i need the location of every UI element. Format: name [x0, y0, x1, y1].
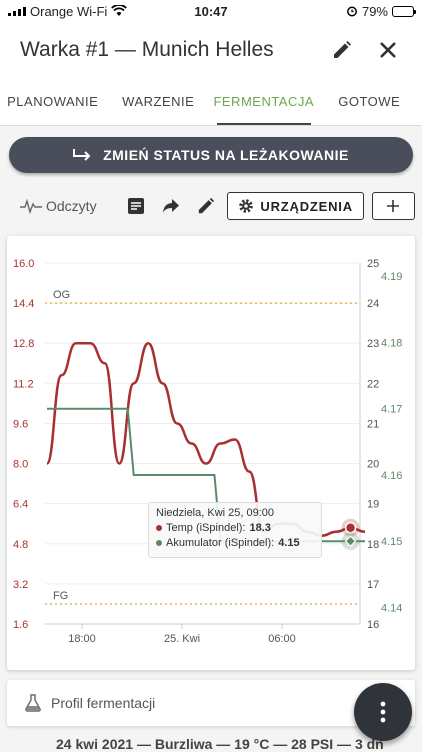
signal-icon — [8, 6, 26, 16]
y-right-battery-tick-label: 4.19 — [381, 271, 402, 283]
pulse-icon — [20, 198, 42, 214]
x-tick-label: 06:00 — [268, 633, 296, 645]
readings-button[interactable]: Odczyty — [20, 198, 97, 214]
fermentation-chart: 16.0 14.4 12.8 11.2 9.6 8.0 6.4 4.8 3.2 1.6 25 24 23… — [7, 236, 415, 670]
share-button[interactable] — [160, 194, 183, 218]
y-right-battery-tick-label: 4.17 — [381, 404, 402, 416]
flask-icon — [25, 694, 41, 712]
tooltip-battery-row: Akumulator (iSpindel): 4.15 — [156, 537, 314, 549]
y-right-temp-tick-label: 22 — [367, 378, 379, 390]
battery-icon — [392, 6, 414, 17]
readings-label: Odczyty — [46, 198, 97, 214]
status-right: 79% — [346, 4, 414, 19]
tooltip-battery-label: Akumulator (iSpindel): — [166, 537, 274, 549]
y-right-temp-tick-label: 21 — [367, 418, 379, 430]
devices-button[interactable]: URZĄDZENIA — [227, 192, 364, 220]
x-tick-label: 18:00 — [68, 633, 96, 645]
tooltip-temp-row: Temp (iSpindel): 18.3 — [156, 522, 314, 534]
y-right-temp-tick-label: 19 — [367, 499, 379, 511]
more-actions-button[interactable] — [354, 683, 412, 741]
notes-button[interactable] — [125, 194, 148, 218]
wifi-icon — [111, 5, 127, 17]
change-status-button[interactable]: ZMIEŃ STATUS NA LEŻAKOWANIE — [9, 137, 413, 173]
y-left-tick-label: 1.6 — [13, 619, 28, 631]
document-icon — [127, 197, 145, 215]
y-right-temp-tick-label: 24 — [367, 298, 379, 310]
y-left-tick-label: 16.0 — [13, 258, 34, 270]
tooltip-temp-value: 18.3 — [249, 522, 270, 534]
plot-line-label: FG — [53, 590, 68, 602]
y-right-battery-tick-label: 4.15 — [381, 536, 402, 548]
y-right-temp-tick-label: 17 — [367, 579, 379, 591]
close-button[interactable] — [374, 36, 402, 64]
temp-hover-point — [346, 523, 356, 533]
battery-legend-dot — [156, 540, 162, 546]
gear-icon — [238, 198, 254, 214]
y-right-temp-tick-label: 20 — [367, 459, 379, 471]
devices-label: URZĄDZENIA — [260, 199, 353, 214]
chart-toolbar: Odczyty URZĄDZENIA — [20, 186, 415, 226]
y-right-battery-tick-label: 4.16 — [381, 470, 402, 482]
tab-bar: PLANOWANIE WARZENIE FERMENTACJA GOTOWE — [0, 78, 422, 126]
status-left: Orange Wi-Fi — [8, 4, 127, 19]
plus-icon — [386, 199, 400, 213]
close-icon — [379, 41, 397, 59]
edit-readings-button[interactable] — [194, 194, 217, 218]
y-right-temp-tick-label: 16 — [367, 619, 379, 631]
y-left-tick-label: 8.0 — [13, 459, 28, 471]
y-right-temp-tick-label: 18 — [367, 539, 379, 551]
carrier-label: Orange Wi-Fi — [30, 4, 107, 19]
y-left-tick-label: 4.8 — [13, 539, 28, 551]
status-bar: Orange Wi-Fi 10:47 79% — [0, 0, 422, 22]
tab-gotowe[interactable]: GOTOWE — [317, 78, 422, 125]
app-header: Warka #1 — Munich Helles — [0, 22, 422, 78]
y-right-temp-tick-label: 25 — [367, 258, 379, 270]
y-right-battery-tick-label: 4.18 — [381, 337, 402, 349]
more-vertical-icon — [380, 701, 386, 723]
y-left-tick-label: 6.4 — [13, 499, 28, 511]
chart-canvas[interactable]: 16.0 14.4 12.8 11.2 9.6 8.0 6.4 4.8 3.2 1.6 25 24 23… — [7, 236, 415, 670]
tab-fermentacja[interactable]: FERMENTACJA — [211, 78, 317, 125]
y-right-temp-tick-label: 23 — [367, 338, 379, 350]
y-left-tick-label: 11.2 — [13, 378, 34, 390]
tooltip-date: Niedziela, Kwi 25, 09:00 — [156, 507, 314, 519]
y-left-tick-label: 12.8 — [13, 338, 34, 350]
y-left-tick-label: 9.6 — [13, 418, 28, 430]
page-title: Warka #1 — Munich Helles — [20, 38, 310, 62]
add-button[interactable] — [372, 192, 415, 220]
temp-legend-dot — [156, 525, 162, 531]
y-left-tick-label: 3.2 — [13, 579, 28, 591]
pencil-icon — [197, 197, 215, 215]
battery-percent: 79% — [362, 4, 388, 19]
edit-button[interactable] — [328, 36, 356, 64]
tab-planowanie[interactable]: PLANOWANIE — [0, 78, 106, 125]
fermentation-profile-row[interactable]: Profil fermentacji — [7, 680, 415, 726]
x-tick-label: 25. Kwi — [164, 633, 200, 645]
y-left-tick-label: 14.4 — [13, 298, 34, 310]
y-right-battery-tick-label: 4.14 — [381, 602, 402, 614]
tooltip-battery-value: 4.15 — [278, 537, 299, 549]
chart-tooltip: Niedziela, Kwi 25, 09:00 Temp (iSpindel)… — [148, 502, 322, 558]
change-status-label: ZMIEŃ STATUS NA LEŻAKOWANIE — [103, 147, 349, 163]
alarm-icon — [346, 5, 358, 17]
arrow-right-icon — [73, 148, 93, 162]
share-arrow-icon — [162, 198, 180, 214]
profile-label: Profil fermentacji — [51, 695, 155, 711]
pencil-icon — [332, 40, 352, 60]
tab-warzenie[interactable]: WARZENIE — [106, 78, 212, 125]
plot-line-label: OG — [53, 289, 70, 301]
tooltip-temp-label: Temp (iSpindel): — [166, 522, 245, 534]
